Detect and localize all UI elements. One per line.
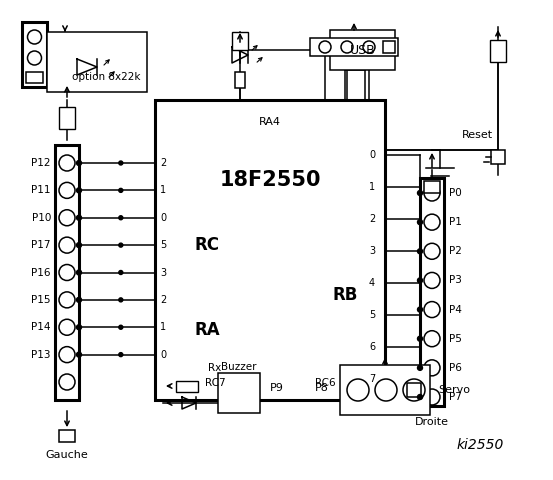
Text: Reset: Reset — [462, 130, 493, 140]
Bar — [340, 365, 430, 415]
Circle shape — [418, 307, 422, 312]
Text: P0: P0 — [449, 188, 462, 198]
Text: 1: 1 — [160, 322, 166, 332]
Text: 0: 0 — [160, 349, 166, 360]
Circle shape — [418, 191, 422, 195]
Text: 1: 1 — [160, 185, 166, 195]
Text: RB: RB — [332, 286, 358, 304]
Circle shape — [418, 365, 422, 371]
Circle shape — [76, 270, 81, 275]
Text: P13: P13 — [32, 349, 51, 360]
Text: 18F2550: 18F2550 — [219, 170, 321, 190]
Bar — [59, 107, 75, 129]
Circle shape — [119, 243, 123, 247]
Bar — [330, 30, 395, 70]
Circle shape — [119, 216, 123, 220]
Text: Gauche: Gauche — [46, 450, 88, 460]
Circle shape — [76, 298, 81, 302]
Bar — [420, 178, 444, 406]
Text: RA: RA — [194, 321, 220, 339]
Text: 2: 2 — [160, 158, 166, 168]
Text: P10: P10 — [32, 213, 51, 223]
Circle shape — [76, 325, 81, 330]
Bar — [490, 40, 506, 62]
Text: RC7: RC7 — [205, 378, 225, 388]
Text: 2: 2 — [160, 295, 166, 305]
Text: P7: P7 — [449, 392, 462, 402]
Bar — [55, 145, 79, 400]
Text: 7: 7 — [369, 374, 375, 384]
Text: P11: P11 — [32, 185, 51, 195]
Text: Droite: Droite — [415, 417, 449, 427]
Text: 1: 1 — [369, 182, 375, 192]
Circle shape — [418, 395, 422, 399]
Bar — [424, 181, 440, 193]
Circle shape — [418, 220, 422, 225]
Circle shape — [119, 298, 123, 302]
Circle shape — [119, 353, 123, 357]
Circle shape — [76, 242, 81, 248]
Bar — [26, 72, 43, 83]
Text: Buzzer: Buzzer — [221, 362, 257, 372]
Text: 0: 0 — [160, 213, 166, 223]
Text: option 8x22k: option 8x22k — [72, 72, 140, 82]
Text: P3: P3 — [449, 276, 462, 286]
Text: P5: P5 — [449, 334, 462, 344]
Text: 3: 3 — [369, 246, 375, 256]
Circle shape — [76, 188, 81, 193]
Text: 2: 2 — [369, 214, 375, 224]
Text: P17: P17 — [32, 240, 51, 250]
Text: P12: P12 — [32, 158, 51, 168]
Circle shape — [418, 278, 422, 283]
Text: P16: P16 — [32, 267, 51, 277]
Bar — [22, 22, 47, 87]
Bar — [176, 381, 198, 392]
Text: 5: 5 — [160, 240, 166, 250]
Text: RC6: RC6 — [315, 378, 335, 388]
Text: P6: P6 — [449, 363, 462, 373]
Circle shape — [418, 336, 422, 341]
Text: 0: 0 — [369, 150, 375, 160]
Text: P15: P15 — [32, 295, 51, 305]
Text: 4: 4 — [369, 278, 375, 288]
Bar — [155, 100, 385, 400]
Text: P2: P2 — [449, 246, 462, 256]
Bar — [310, 38, 398, 56]
Bar — [47, 32, 147, 92]
Text: P14: P14 — [32, 322, 51, 332]
Text: Rx: Rx — [208, 363, 222, 373]
Text: RC: RC — [195, 236, 220, 254]
Bar — [57, 37, 73, 55]
Text: ki2550: ki2550 — [456, 438, 504, 452]
Bar — [218, 373, 260, 413]
Circle shape — [418, 249, 422, 254]
Circle shape — [76, 352, 81, 357]
Bar — [383, 41, 395, 53]
Bar — [232, 32, 248, 50]
Bar — [407, 383, 421, 397]
Bar — [491, 150, 505, 164]
Text: 6: 6 — [369, 342, 375, 352]
Circle shape — [119, 271, 123, 275]
Text: USB: USB — [349, 44, 375, 57]
Text: P1: P1 — [449, 217, 462, 227]
Text: P4: P4 — [449, 305, 462, 314]
Bar — [235, 72, 245, 88]
Text: 3: 3 — [160, 267, 166, 277]
Text: P9: P9 — [270, 383, 284, 393]
Text: 5: 5 — [369, 310, 375, 320]
Bar — [59, 430, 75, 442]
Text: Servo: Servo — [438, 385, 470, 395]
Circle shape — [119, 161, 123, 165]
Text: RA4: RA4 — [259, 117, 281, 127]
Circle shape — [76, 215, 81, 220]
Text: P8: P8 — [315, 383, 329, 393]
Circle shape — [119, 325, 123, 329]
Circle shape — [76, 160, 81, 166]
Circle shape — [119, 188, 123, 192]
